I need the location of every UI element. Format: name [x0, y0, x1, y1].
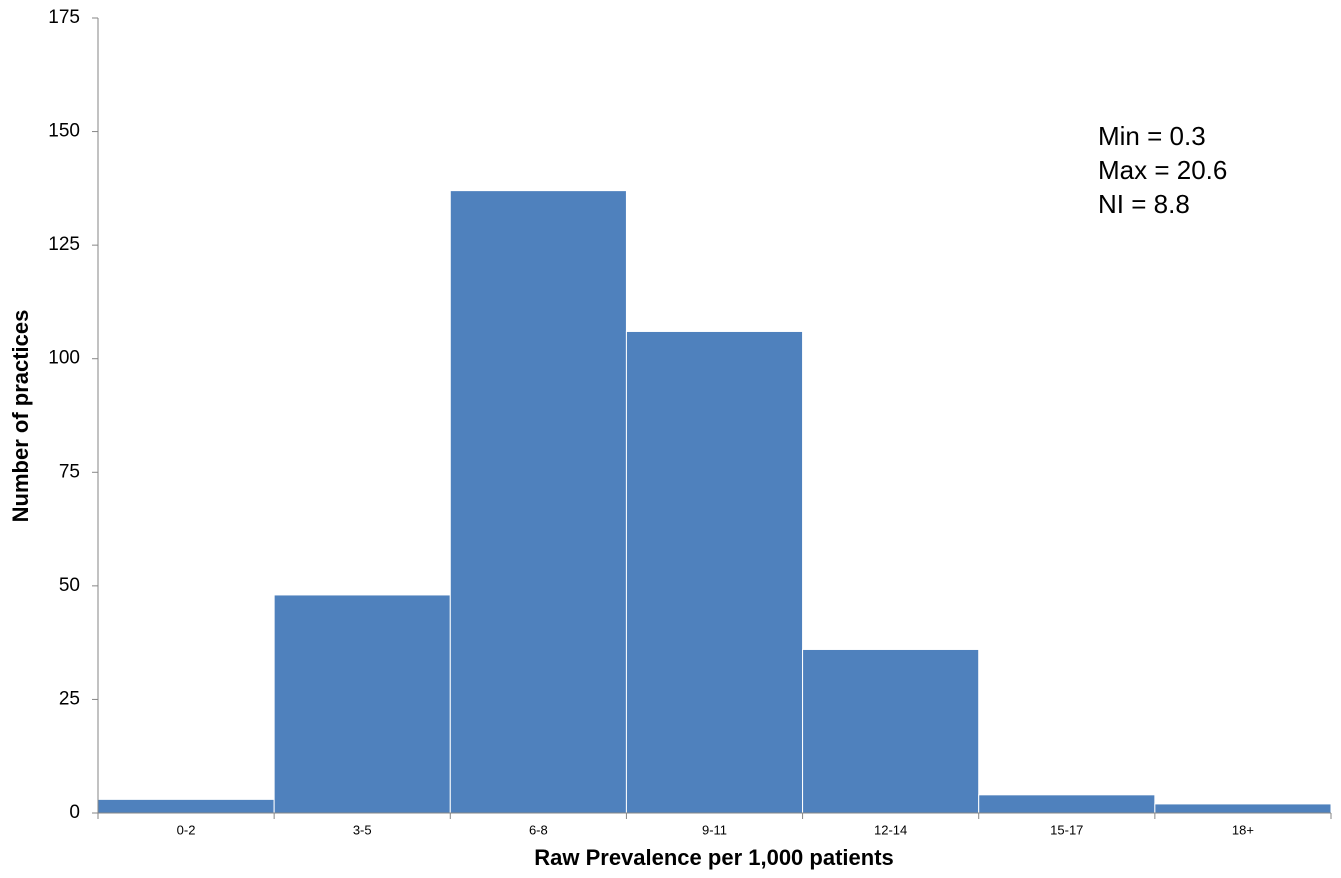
- y-tick-label: 150: [48, 121, 80, 142]
- x-tick-label: 3-5: [353, 822, 372, 837]
- x-tick-label: 6-8: [529, 822, 548, 837]
- x-tick-label: 18+: [1232, 822, 1254, 837]
- y-tick-label: 50: [59, 575, 80, 596]
- bar: [1154, 803, 1332, 814]
- annotation: Max = 20.6: [1098, 155, 1227, 185]
- x-tick-label: 12-14: [874, 822, 907, 837]
- y-axis-title: Number of practices: [8, 310, 33, 523]
- x-tick-label: 0-2: [177, 822, 196, 837]
- annotation: NI = 8.8: [1098, 189, 1190, 219]
- y-tick-label: 75: [59, 461, 80, 482]
- x-axis-title: Raw Prevalence per 1,000 patients: [534, 845, 894, 870]
- bar: [625, 330, 804, 814]
- x-tick-label: 9-11: [702, 822, 727, 837]
- bar: [978, 794, 1156, 814]
- bar: [97, 798, 275, 814]
- y-tick-label: 0: [69, 802, 80, 823]
- bar: [449, 190, 627, 814]
- y-tick-label: 175: [48, 7, 80, 28]
- y-tick-label: 100: [48, 348, 80, 369]
- y-tick-label: 25: [59, 688, 80, 709]
- annotation: Min = 0.3: [1098, 121, 1206, 151]
- bar: [273, 594, 451, 814]
- y-tick-label: 125: [48, 234, 80, 255]
- x-tick-label: 15-17: [1050, 822, 1083, 837]
- bar: [802, 648, 980, 814]
